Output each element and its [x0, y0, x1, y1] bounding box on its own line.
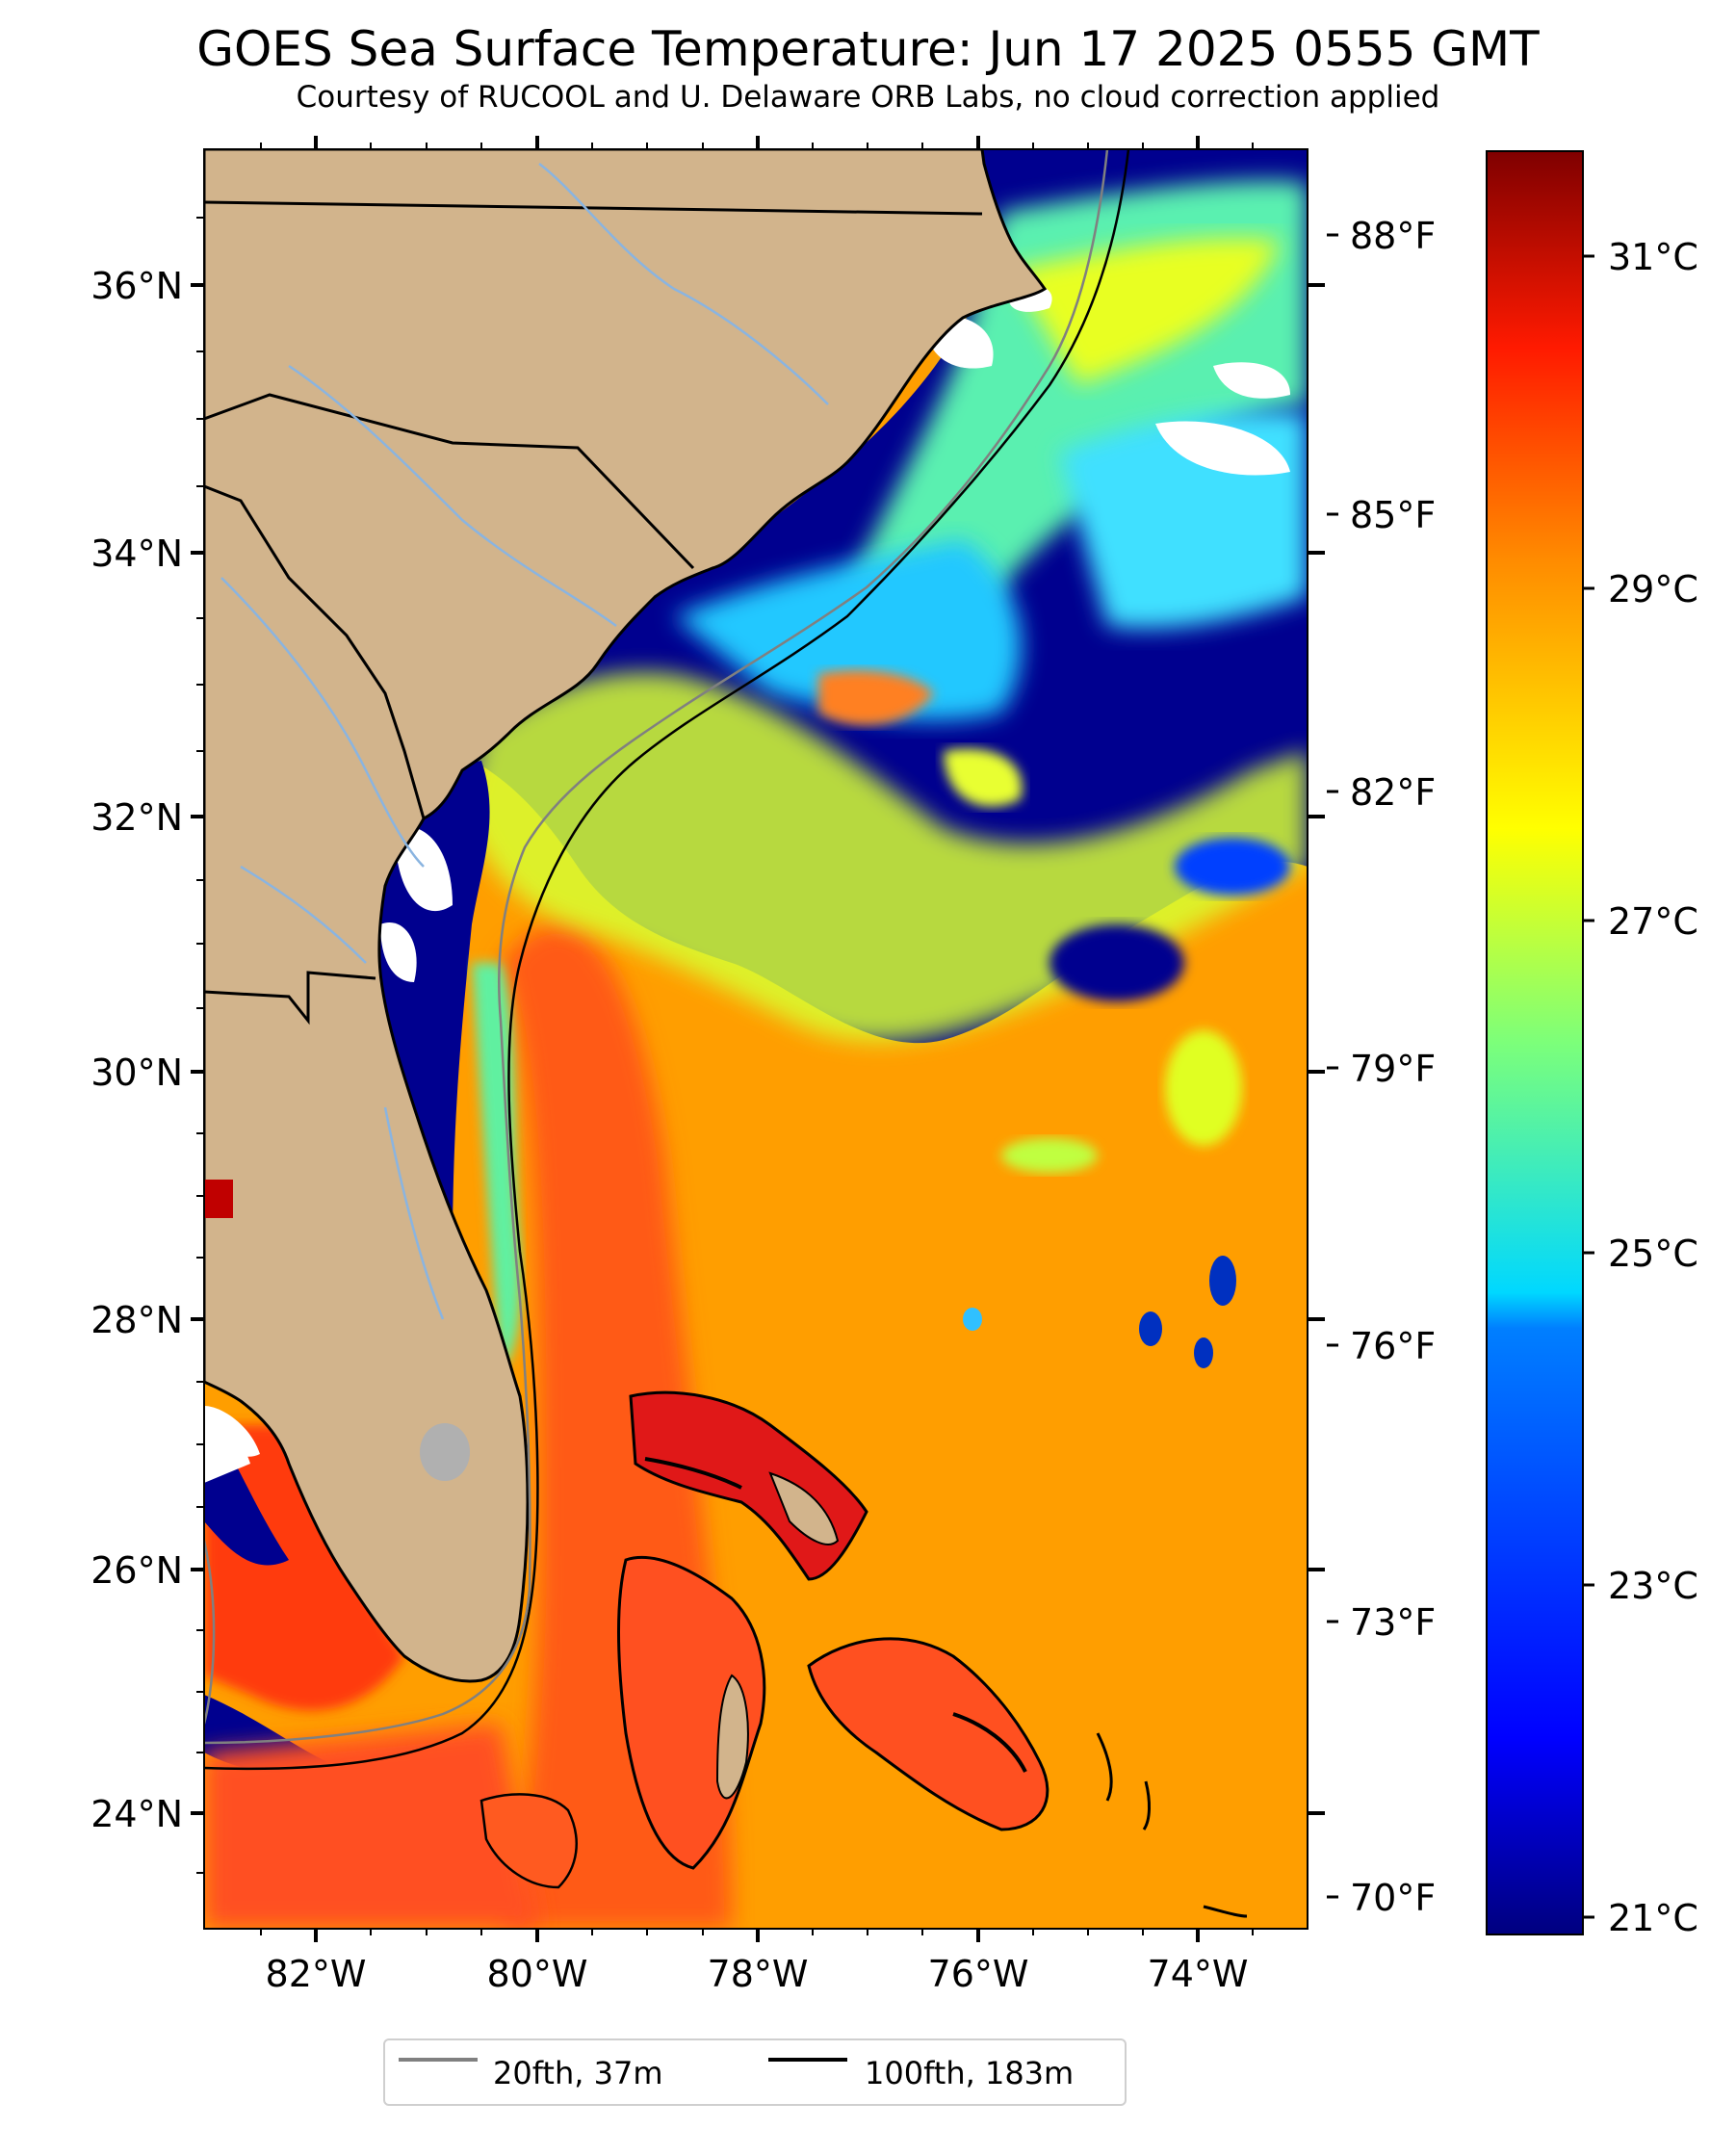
- straits-warm: [204, 1724, 539, 1929]
- celsius-label: 29°C: [1608, 568, 1698, 610]
- lat-label: 30°N: [91, 1052, 183, 1094]
- lat-label: 26°N: [91, 1549, 183, 1592]
- bahamas-banks: [479, 1390, 1248, 1918]
- contour-20fth: [204, 149, 1109, 1745]
- celsius-label: 21°C: [1608, 1897, 1698, 1939]
- lake-okeechobee: [420, 1423, 470, 1481]
- state-borders: [204, 200, 983, 1026]
- legend-line-20fth: [399, 2058, 478, 2062]
- cat-island: [1142, 1780, 1151, 1830]
- fahrenheit-label: 85°F: [1350, 494, 1436, 536]
- cay-sal-bank: [479, 1793, 578, 1889]
- cool-spot-2: [1139, 1311, 1162, 1346]
- lon-label: 76°W: [928, 1953, 1029, 1995]
- lon-label: 74°W: [1148, 1953, 1249, 1995]
- eleuthera-coast: [1096, 1732, 1113, 1802]
- cool-spot-4: [963, 1308, 982, 1331]
- fahrenheit-label: 82°F: [1350, 771, 1436, 814]
- colorbar: [1486, 150, 1584, 1935]
- legend-label-20fth: 20fth, 37m: [493, 2055, 663, 2091]
- warm-patch-a: [818, 670, 934, 726]
- map-ticks: [191, 136, 1325, 1942]
- lat-label: 24°N: [91, 1793, 183, 1835]
- lat-label: 34°N: [91, 532, 183, 575]
- map-title: GOES Sea Surface Temperature: Jun 17 202…: [196, 21, 1540, 77]
- contour-20fth-gulf: [204, 1540, 216, 1725]
- fahrenheit-label: 88°F: [1350, 215, 1436, 257]
- warm-edge-patch: [204, 1180, 233, 1218]
- rivers: [220, 163, 829, 1320]
- cloud-georgia-2: [380, 922, 417, 982]
- fahrenheit-label: 76°F: [1350, 1325, 1436, 1367]
- celsius-ticks: [1583, 254, 1594, 1919]
- map-subtitle: Courtesy of RUCOOL and U. Delaware ORB L…: [296, 80, 1440, 115]
- abaco-island: [768, 1471, 840, 1545]
- lon-label: 82°W: [266, 1953, 367, 1995]
- contour-legend: 20fth, 37m 100fth, 183m: [383, 2038, 1127, 2106]
- lat-label: 36°N: [91, 265, 183, 307]
- cloud-b: [1213, 362, 1290, 399]
- lon-label: 80°W: [487, 1953, 588, 1995]
- great-bahama-bank-east: [807, 1637, 1049, 1831]
- lon-label: 78°W: [708, 1953, 809, 1995]
- cool-spot-3: [1194, 1337, 1213, 1368]
- lat-label: 32°N: [91, 796, 183, 839]
- grand-bahama-coast: [644, 1457, 742, 1490]
- swirl-yellow-north: [1011, 238, 1281, 385]
- legend-label-100fth: 100fth, 183m: [865, 2055, 1075, 2091]
- yellow-eddy-2: [1165, 1030, 1242, 1146]
- exuma-coast: [952, 1712, 1027, 1773]
- fahrenheit-label: 73°F: [1350, 1601, 1436, 1644]
- celsius-label: 23°C: [1608, 1565, 1698, 1607]
- yellow-patch-a: [944, 748, 1023, 807]
- fahrenheit-ticks: [1327, 233, 1338, 1899]
- lat-labels: 36°N 34°N 32°N 30°N 28°N 26°N 24°N: [91, 265, 183, 1835]
- andros-island: [715, 1674, 749, 1800]
- contour-100fth: [204, 149, 1130, 1771]
- sst-map: [204, 149, 1308, 1929]
- small-cay: [1203, 1905, 1248, 1918]
- cloud-c: [1155, 421, 1290, 476]
- cool-eddy-2: [1175, 838, 1290, 896]
- cool-spot-1: [1209, 1256, 1236, 1306]
- lon-labels: 82°W 80°W 78°W 76°W 74°W: [266, 1953, 1249, 1995]
- celsius-label: 31°C: [1608, 236, 1698, 278]
- celsius-label: 25°C: [1608, 1233, 1698, 1275]
- fahrenheit-labels: 88°F 85°F 82°F 79°F 76°F 73°F 70°F: [1350, 215, 1436, 1919]
- celsius-labels: 31°C 29°C 27°C 25°C 23°C 21°C: [1608, 236, 1698, 1939]
- fahrenheit-label: 70°F: [1350, 1877, 1436, 1919]
- celsius-label: 27°C: [1608, 900, 1698, 943]
- lat-label: 28°N: [91, 1299, 183, 1341]
- yellow-eddy-1: [1001, 1138, 1098, 1173]
- us-land: [204, 149, 1048, 1683]
- cool-eddy-1: [1049, 924, 1184, 1001]
- legend-line-100fth: [768, 2058, 847, 2062]
- gulf-cloud-2: [204, 1406, 250, 1483]
- fahrenheit-label: 79°F: [1350, 1048, 1436, 1090]
- gulf-warm: [204, 1425, 404, 1711]
